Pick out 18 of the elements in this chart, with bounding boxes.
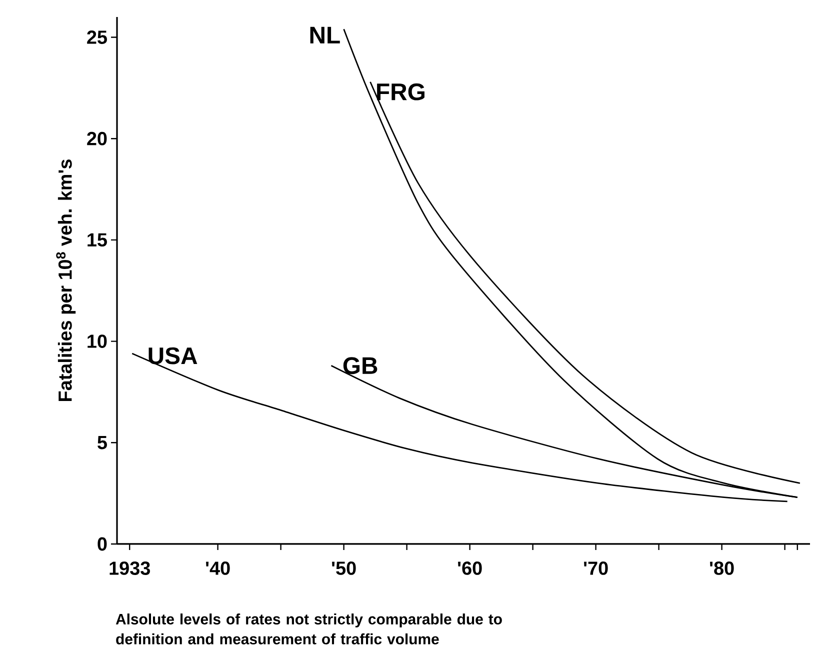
y-tick-label: 20: [87, 132, 107, 146]
series-label: NL: [310, 26, 340, 44]
series-label: FRG: [377, 83, 424, 100]
series-label: USA: [148, 347, 198, 364]
x-tick-label: '70: [584, 562, 608, 575]
x-tick-label: '40: [206, 562, 230, 575]
y-axis-title: Fatalities per 10$^{8}$ veh. km's: [56, 160, 76, 401]
y-tick-label: 0: [98, 537, 107, 551]
series-label: GB: [343, 357, 378, 374]
y-tick-label: 5: [98, 436, 107, 450]
text: Alsolute levels of rates not strictly comparable due to definition and measurement of traffic volume: [116, 614, 502, 644]
x-tick-label: '50: [332, 562, 356, 575]
x-tick-label: '60: [458, 562, 482, 575]
x-tick-label: '80: [710, 562, 734, 575]
x-tick-label: 1933: [110, 562, 150, 575]
y-tick-label: 10: [88, 334, 107, 348]
y-tick-label: 25: [87, 30, 107, 44]
y-tick-label: 15: [88, 233, 107, 247]
